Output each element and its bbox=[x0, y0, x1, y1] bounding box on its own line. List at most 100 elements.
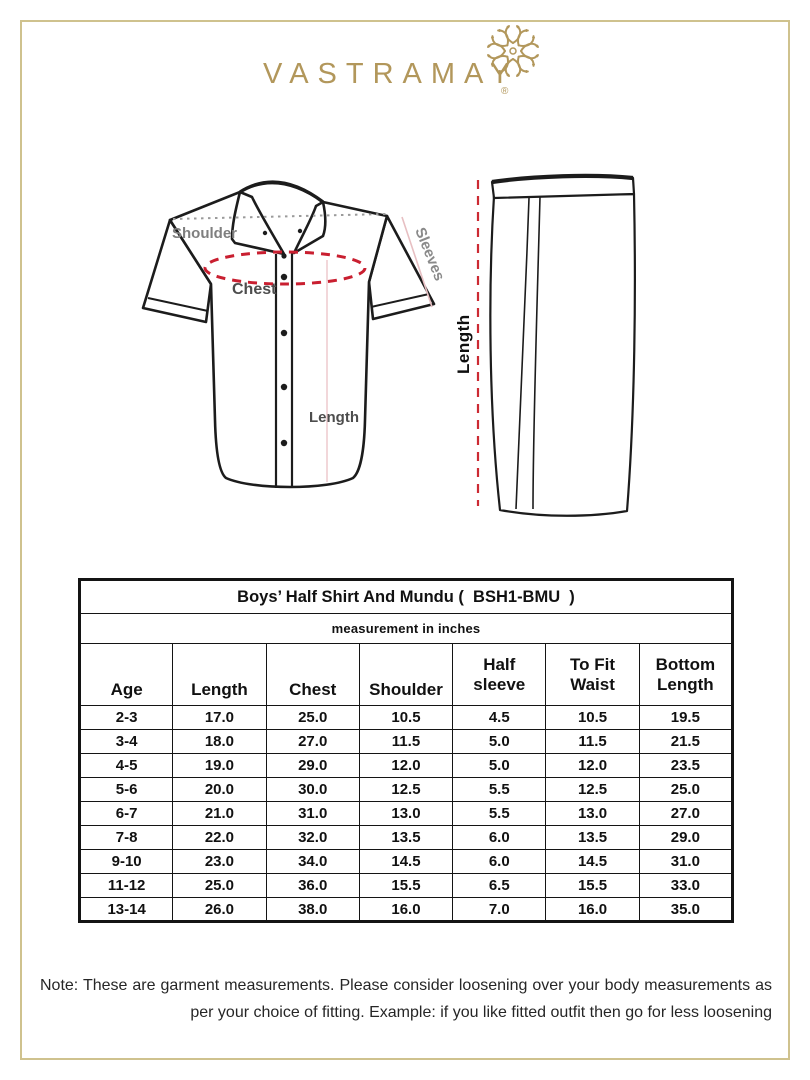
table-body: 2-3 17.0 25.0 10.5 4.5 10.5 19.5 3-4 18.0 27.0 11.… bbox=[78, 705, 734, 922]
table-cell: 19.5 bbox=[638, 705, 734, 730]
table-subtitle-row: measurement in inches bbox=[79, 613, 733, 644]
table-cell: 14.5 bbox=[358, 849, 454, 874]
floral-ornament-icon bbox=[486, 25, 540, 78]
table-cell: 13-14 bbox=[78, 897, 174, 922]
table-cell: 32.0 bbox=[265, 825, 360, 850]
table-cell: 13.0 bbox=[358, 801, 454, 826]
table-cell: 15.5 bbox=[545, 873, 640, 898]
table-cell: 7-8 bbox=[78, 825, 174, 850]
table-cell: 35.0 bbox=[638, 897, 734, 922]
table-cell: 16.0 bbox=[545, 897, 640, 922]
chest-guide-ellipse bbox=[203, 250, 367, 286]
shirt-buttons bbox=[262, 228, 303, 447]
table-cell: 4-5 bbox=[78, 753, 174, 778]
table-cell: 21.5 bbox=[638, 729, 734, 754]
table-cell: 26.0 bbox=[172, 897, 267, 922]
table-cell: 6.0 bbox=[452, 825, 547, 850]
table-cell: 36.0 bbox=[265, 873, 360, 898]
table-cell: 10.5 bbox=[545, 705, 640, 730]
table-cell: 25.0 bbox=[172, 873, 267, 898]
table-cell: 11.5 bbox=[358, 729, 454, 754]
column-header: Half sleeve bbox=[452, 643, 547, 706]
table-cell: 33.0 bbox=[638, 873, 734, 898]
table-row: 13-14 26.0 38.0 16.0 7.0 16.0 35.0 bbox=[78, 897, 734, 922]
brand-logo-text: VASTRAMAY bbox=[263, 58, 519, 90]
table-subtitle: measurement in inches bbox=[79, 613, 733, 644]
shirt-collar bbox=[239, 180, 325, 204]
table-cell: 13.5 bbox=[545, 825, 640, 850]
table-title-row: Boys’ Half Shirt And Mundu ( BSH1-BMU ) bbox=[79, 579, 733, 614]
table-cell: 7.0 bbox=[452, 897, 547, 922]
table-cell: 20.0 bbox=[172, 777, 267, 802]
measurement-note: Note: These are garment measurements. Pl… bbox=[40, 977, 772, 1021]
table-cell: 22.0 bbox=[172, 825, 267, 850]
table-row: 6-7 21.0 31.0 13.0 5.5 13.0 27.0 bbox=[78, 801, 734, 826]
column-header: To Fit Waist bbox=[545, 643, 640, 706]
table-cell: 30.0 bbox=[265, 777, 360, 802]
table-cell: 13.0 bbox=[545, 801, 640, 826]
table-cell: 9-10 bbox=[78, 849, 174, 874]
table-cell: 21.0 bbox=[172, 801, 267, 826]
table-row: 9-10 23.0 34.0 14.5 6.0 14.5 31.0 bbox=[78, 849, 734, 874]
column-header-row: Age Length Chest Shoulder Half sleeve To Fit … bbox=[78, 643, 734, 706]
mundu-length-label: Length bbox=[454, 314, 473, 374]
table-cell: 11-12 bbox=[78, 873, 174, 898]
mundu-diagram: Length bbox=[454, 173, 636, 517]
table-row: 11-12 25.0 36.0 15.5 6.5 15.5 33.0 bbox=[78, 873, 734, 898]
mundu-body bbox=[489, 192, 636, 517]
table-cell: 38.0 bbox=[265, 897, 360, 922]
table-cell: 27.0 bbox=[638, 801, 734, 826]
column-header: Bottom Length bbox=[638, 643, 734, 706]
table-cell: 12.0 bbox=[545, 753, 640, 778]
table-row: 7-8 22.0 32.0 13.5 6.0 13.5 29.0 bbox=[78, 825, 734, 850]
table-cell: 5-6 bbox=[78, 777, 174, 802]
table-cell: 25.0 bbox=[638, 777, 734, 802]
table-cell: 23.5 bbox=[638, 753, 734, 778]
size-chart-table: Boys’ Half Shirt And Mundu ( BSH1-BMU ) … bbox=[78, 578, 734, 923]
shoulder-guide-line bbox=[172, 213, 387, 220]
table-cell: 12.5 bbox=[545, 777, 640, 802]
table-cell: 6-7 bbox=[78, 801, 174, 826]
table-cell: 29.0 bbox=[638, 825, 734, 850]
table-title: Boys’ Half Shirt And Mundu ( BSH1-BMU ) bbox=[79, 579, 733, 614]
table-cell: 15.5 bbox=[358, 873, 454, 898]
table-cell: 34.0 bbox=[265, 849, 360, 874]
table-cell: 19.0 bbox=[172, 753, 267, 778]
table-cell: 16.0 bbox=[358, 897, 454, 922]
table-cell: 10.5 bbox=[358, 705, 454, 730]
table-cell: 5.5 bbox=[452, 777, 547, 802]
table-row: 2-3 17.0 25.0 10.5 4.5 10.5 19.5 bbox=[78, 705, 734, 730]
table-row: 5-6 20.0 30.0 12.5 5.5 12.5 25.0 bbox=[78, 777, 734, 802]
shirt-diagram: Shoulder Chest Sleeves Length bbox=[141, 180, 448, 489]
table-cell: 13.5 bbox=[358, 825, 454, 850]
table-cell: 6.0 bbox=[452, 849, 547, 874]
table-row: 4-5 19.0 29.0 12.0 5.0 12.0 23.5 bbox=[78, 753, 734, 778]
table-cell: 14.5 bbox=[545, 849, 640, 874]
table-cell: 31.0 bbox=[265, 801, 360, 826]
table-cell: 5.5 bbox=[452, 801, 547, 826]
table-cell: 12.0 bbox=[358, 753, 454, 778]
table-cell: 29.0 bbox=[265, 753, 360, 778]
table-cell: 23.0 bbox=[172, 849, 267, 874]
shoulder-label: Shoulder bbox=[172, 225, 237, 242]
table-cell: 5.0 bbox=[452, 753, 547, 778]
column-header: Chest bbox=[265, 643, 360, 706]
column-header: Age bbox=[78, 643, 174, 706]
table-cell: 18.0 bbox=[172, 729, 267, 754]
table-cell: 3-4 bbox=[78, 729, 174, 754]
shirt-length-label: Length bbox=[309, 409, 359, 426]
table-row: 3-4 18.0 27.0 11.5 5.0 11.5 21.5 bbox=[78, 729, 734, 754]
table-cell: 11.5 bbox=[545, 729, 640, 754]
table-cell: 12.5 bbox=[358, 777, 454, 802]
registered-trademark-symbol: ® bbox=[501, 86, 509, 97]
column-header: Length bbox=[172, 643, 267, 706]
table-cell: 4.5 bbox=[452, 705, 547, 730]
table-cell: 27.0 bbox=[265, 729, 360, 754]
table-cell: 5.0 bbox=[452, 729, 547, 754]
table-cell: 17.0 bbox=[172, 705, 267, 730]
table-cell: 31.0 bbox=[638, 849, 734, 874]
column-header: Shoulder bbox=[358, 643, 454, 706]
table-cell: 25.0 bbox=[265, 705, 360, 730]
table-cell: 2-3 bbox=[78, 705, 174, 730]
